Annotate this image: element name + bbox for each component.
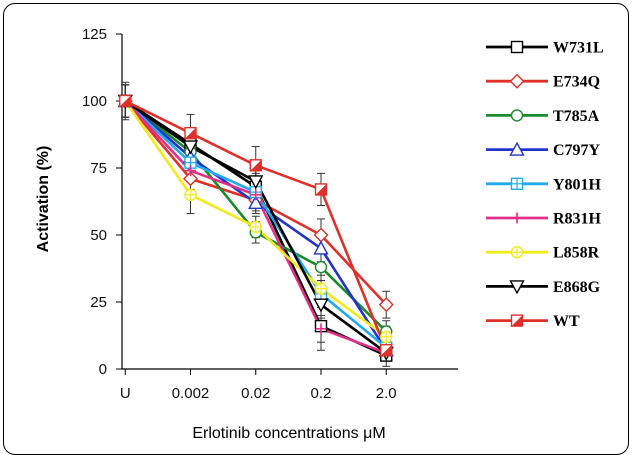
marker-shape xyxy=(313,298,329,313)
marker-shape xyxy=(314,260,328,274)
data-point-wt xyxy=(184,126,197,140)
marker-fill xyxy=(250,159,262,171)
x-tick-label: 2.0 xyxy=(376,385,397,402)
legend-label: E868G xyxy=(553,279,601,296)
data-point-e734q xyxy=(183,171,198,187)
legend-marker xyxy=(511,212,523,224)
data-point-wt xyxy=(119,94,132,108)
chart-frame xyxy=(3,3,629,455)
marker-shape xyxy=(509,280,525,295)
marker-shape xyxy=(182,140,199,155)
legend-marker xyxy=(509,73,525,89)
x-tick-label: 0.02 xyxy=(241,385,270,402)
marker-shape xyxy=(510,109,524,122)
legend-label: WT xyxy=(553,313,580,330)
y-tick-label: 100 xyxy=(82,93,107,110)
data-point-wt xyxy=(380,344,393,357)
legend-label: L858R xyxy=(553,245,600,262)
x-axis-label: Erlotinib concentrations μM xyxy=(192,425,385,442)
legend-marker xyxy=(509,280,525,295)
legend-marker xyxy=(510,109,524,122)
data-point-c797y xyxy=(248,194,264,210)
data-point-r831h xyxy=(185,165,197,177)
legend: W731L E734Q T785A C797Y Y801H R831H L858R E868G… xyxy=(486,40,604,330)
legend-item-e868g: E868G xyxy=(486,279,601,296)
legend-item-y801h: Y801H xyxy=(486,176,602,193)
data-point-e868g xyxy=(248,175,264,190)
marker-shape xyxy=(510,40,524,54)
data-point-e734q xyxy=(378,297,394,313)
y-tick-label: 50 xyxy=(90,227,107,244)
data-point-l858r xyxy=(184,188,197,202)
y-tick-label: 125 xyxy=(82,26,107,43)
legend-marker xyxy=(510,314,524,327)
marker-fill xyxy=(119,95,131,107)
legend-label: T785A xyxy=(553,108,600,125)
marker-shape xyxy=(248,175,264,190)
marker-fill xyxy=(511,315,523,327)
x-tick-label: 0.002 xyxy=(172,385,210,402)
y-tick-label: 75 xyxy=(90,160,107,177)
legend-label: C797Y xyxy=(553,142,601,159)
data-point-l858r xyxy=(314,282,328,295)
y-tick-label: 0 xyxy=(99,361,107,378)
legend-marker xyxy=(510,40,524,54)
legend-marker xyxy=(510,177,524,191)
legend-item-l858r: L858R xyxy=(486,245,600,262)
marker-fill xyxy=(315,183,327,195)
axes: 0 25 50 75 100 125 U 0.002 0.02 0.2 2.0 xyxy=(82,26,458,402)
legend-item-t785a: T785A xyxy=(486,108,600,125)
data-point-r831h xyxy=(250,189,262,201)
legend-marker xyxy=(510,245,524,259)
legend-item-c797y: C797Y xyxy=(486,141,601,159)
data-point-r831h xyxy=(315,323,327,335)
marker-shape xyxy=(183,171,198,187)
data-point-e868g xyxy=(313,298,329,313)
data-point-c797y xyxy=(313,240,329,255)
line-chart: 0 25 50 75 100 125 U 0.002 0.02 0.2 2.0 W731L E734Q… xyxy=(35,26,604,442)
legend-item-r831h: R831H xyxy=(486,211,602,228)
series-markers xyxy=(117,93,394,362)
marker-shape xyxy=(509,141,525,156)
legend-label: E734Q xyxy=(553,74,600,91)
marker-shape xyxy=(509,73,525,89)
marker-shape xyxy=(313,240,329,255)
legend-marker xyxy=(509,141,525,156)
marker-shape xyxy=(248,194,264,210)
data-point-l858r xyxy=(380,330,393,344)
legend-item-wt: WT xyxy=(486,313,580,330)
data-point-t785a xyxy=(314,260,328,274)
legend-label: R831H xyxy=(553,211,602,228)
data-point-wt xyxy=(249,159,262,172)
marker-shape xyxy=(378,297,394,313)
data-point-l858r xyxy=(249,220,262,234)
legend-item-w731l: W731L xyxy=(486,40,604,57)
x-tick-label: 0.2 xyxy=(311,385,332,402)
y-tick-label: 25 xyxy=(90,294,107,311)
data-point-wt xyxy=(314,183,328,196)
legend-label: Y801H xyxy=(553,176,602,193)
marker-fill xyxy=(380,344,392,356)
marker-fill xyxy=(185,127,197,139)
y-axis-label: Activation (%) xyxy=(35,146,52,253)
data-point-e868g xyxy=(182,140,199,155)
legend-label: W731L xyxy=(553,40,604,57)
legend-item-e734q: E734Q xyxy=(486,74,600,91)
x-tick-label: U xyxy=(120,385,131,402)
